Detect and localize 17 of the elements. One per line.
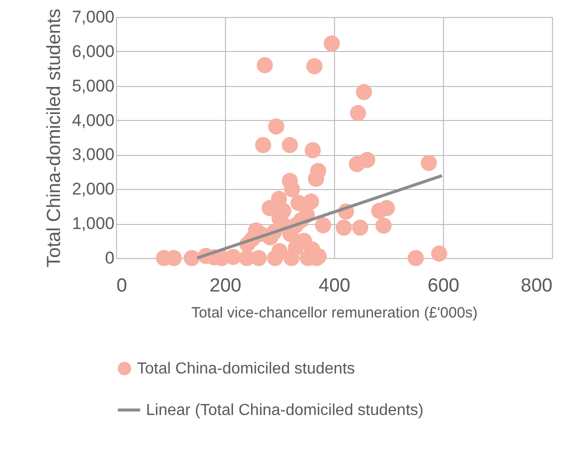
legend-label: Linear (Total China-domiciled students) [146, 402, 424, 419]
y-tick-label: 2,000 [72, 180, 114, 199]
y-tick-label: 1,000 [72, 214, 114, 234]
y-tick-label: 6,000 [72, 42, 114, 61]
x-tick-label: 400 [318, 276, 350, 296]
legend-label: Total China-domiciled students [137, 360, 355, 378]
x-tick-label: 600 [428, 276, 460, 296]
y-tick-label: 0 [105, 248, 114, 268]
y-tick-label: 4,000 [72, 110, 114, 130]
y-tick-label: 5,000 [72, 76, 114, 96]
x-tick-label: 0 [116, 276, 128, 296]
y-tick-label: 7,000 [72, 8, 114, 26]
x-axis-title: Total vice-chancellor remuneration (£'000s) [191, 304, 478, 322]
y-axis-title: Total China-domiciled students [44, 8, 65, 268]
x-tick-label: 200 [210, 276, 242, 296]
y-tick-label: 3,000 [72, 145, 114, 164]
x-tick-label: 800 [520, 276, 552, 296]
